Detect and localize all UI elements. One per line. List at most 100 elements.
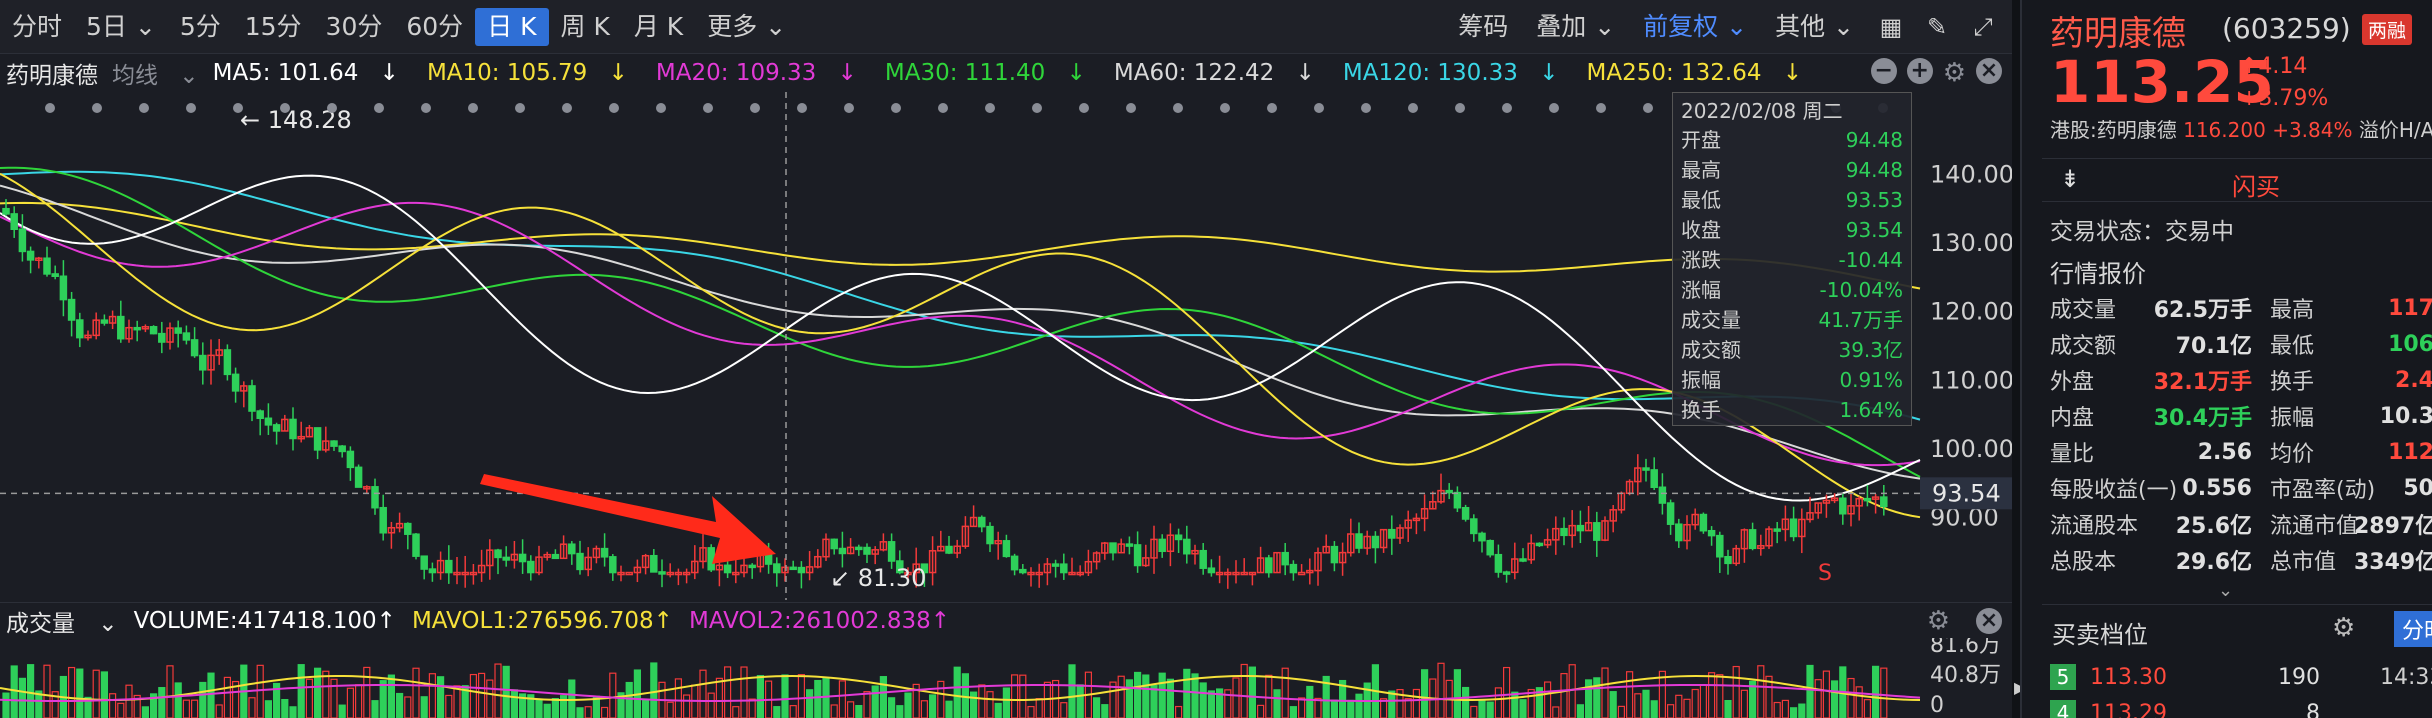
- quote-row: 每股收益(一) 0.556 市盈率(动) 50: [2050, 470, 2432, 506]
- draw-icon[interactable]: ✎: [1926, 12, 1948, 41]
- orderbook-row[interactable]: 5 113.30 190 14:33: [2050, 660, 2432, 694]
- overlay-button[interactable]: 叠加 ⌄: [1536, 11, 1616, 41]
- orderbook-gear-icon[interactable]: ⚙: [2332, 613, 2356, 643]
- candle-body: [1478, 532, 1486, 542]
- ma-line: [0, 166, 1921, 478]
- kline-chart[interactable]: 140.00130.00120.00110.00100.0090.0093.54…: [0, 92, 2012, 600]
- candle-body: [1248, 571, 1257, 576]
- candle-body: [1724, 556, 1732, 565]
- volume-bar: [1010, 674, 1019, 718]
- volume-bar: [1322, 675, 1330, 718]
- period-daily-k[interactable]: 日 K: [475, 7, 549, 46]
- candle-body: [1076, 571, 1084, 576]
- tooltip-key: 最高: [1681, 158, 1721, 182]
- orderbook-time: 14:33: [2380, 664, 2432, 690]
- gear-icon[interactable]: ⚙: [1942, 58, 1966, 88]
- volume-bar: [1798, 703, 1806, 718]
- candle-body: [166, 327, 174, 343]
- volume-bar: [108, 693, 117, 718]
- period-weekly-k[interactable]: 周 K: [560, 11, 610, 41]
- candle-body: [805, 566, 814, 574]
- plus-icon[interactable]: +: [1906, 58, 1933, 84]
- expand-chevron-icon[interactable]: ⌄: [2218, 580, 2234, 601]
- period-monthly-k[interactable]: 月 K: [633, 11, 684, 41]
- volume-bar: [1847, 677, 1855, 718]
- volume-bar: [1388, 690, 1396, 718]
- fullscreen-icon[interactable]: ⤢: [1973, 12, 1993, 41]
- volume-bar: [600, 706, 609, 718]
- quote-value: 2897亿: [2354, 514, 2432, 539]
- period-60min[interactable]: 60分: [406, 11, 464, 41]
- ma-mode-select[interactable]: 均线 ⌄: [112, 63, 199, 89]
- candle-body: [1470, 518, 1478, 535]
- candle-body: [215, 349, 223, 357]
- candle-body: [920, 563, 929, 574]
- quote-key: 量比: [2050, 442, 2095, 467]
- tooltip-key: 涨跌: [1681, 248, 1721, 272]
- quote-key: 内盘: [2050, 406, 2095, 431]
- volume-title[interactable]: 成交量 ⌄: [6, 610, 118, 637]
- candle-body: [1773, 528, 1781, 532]
- other-button[interactable]: 其他 ⌄: [1775, 11, 1854, 41]
- tooltip-row: 成交量 41.7万手: [1681, 305, 1903, 335]
- period-15min[interactable]: 15分: [244, 11, 302, 41]
- expand-icon[interactable]: ⇟: [2060, 165, 2081, 193]
- volume-bar: [1109, 681, 1117, 718]
- volume-bar: [379, 680, 387, 718]
- crosshair-price-label: 93.54: [1932, 479, 2001, 507]
- volume-bar: [1133, 671, 1142, 718]
- volume-bar: [322, 670, 330, 718]
- volume-bar: [1650, 700, 1658, 718]
- candle-body: [1166, 534, 1175, 553]
- quote-key: 流通股本: [2050, 514, 2139, 539]
- tooltip-row: 换手 1.64%: [1681, 395, 1903, 425]
- flash-buy-button[interactable]: 闪买: [2232, 173, 2280, 201]
- stock-code: (603259): [2222, 12, 2351, 45]
- quote-row: 内盘 30.4万手 振幅 10.3: [2050, 398, 2432, 434]
- period-5min[interactable]: 5分: [179, 11, 221, 41]
- volume-bar: [1461, 686, 1470, 718]
- minus-icon[interactable]: −: [1870, 58, 1897, 84]
- adjust-button[interactable]: 前复权 ⌄: [1643, 11, 1748, 41]
- volume-chart[interactable]: 81.6万 40.8万 0: [0, 638, 2012, 718]
- period-5day[interactable]: 5日 ⌄: [86, 11, 156, 41]
- volume-close-icon[interactable]: ×: [1976, 607, 2002, 634]
- close-icon[interactable]: ×: [1976, 58, 2002, 84]
- volume-bar: [100, 671, 109, 718]
- grid-icon[interactable]: ▦: [1879, 12, 1903, 41]
- volume-bar: [781, 674, 789, 718]
- candle-body: [256, 410, 264, 420]
- volume-bar: [1806, 664, 1814, 718]
- tooltip-value: -10.44: [1838, 248, 1903, 272]
- candle-body: [855, 546, 863, 551]
- orderbook-row[interactable]: 4 113.29 8: [2050, 696, 2380, 718]
- quote-value: 3349亿: [2354, 550, 2432, 575]
- ma20-label: MA20: 109.33 ↓: [655, 60, 857, 86]
- volume-bar: [1404, 698, 1412, 718]
- event-dot: [1643, 103, 1653, 113]
- volume-bar: [1076, 684, 1084, 718]
- volume-tick-label: 81.6万: [1930, 638, 2001, 658]
- volume-gear-icon[interactable]: ⚙: [1926, 605, 1950, 636]
- volume-bar: [264, 700, 272, 718]
- candle-body: [674, 571, 683, 576]
- candle-body: [231, 373, 240, 392]
- panel-divider[interactable]: [2012, 0, 2020, 718]
- event-dot: [233, 103, 243, 113]
- volume-bar: [732, 706, 740, 718]
- candle-body: [1010, 555, 1019, 571]
- candle-body: [846, 546, 855, 555]
- period-fenshi[interactable]: 分时: [12, 11, 63, 41]
- period-more[interactable]: 更多 ⌄: [707, 11, 787, 41]
- quote-key: 外盘: [2050, 370, 2095, 395]
- volume-bar: [641, 699, 650, 718]
- tooltip-key: 涨幅: [1681, 278, 1721, 302]
- quote-value: 62.5万手: [2153, 298, 2252, 323]
- tab-ticks[interactable]: 分时成交: [2394, 611, 2432, 647]
- period-30min[interactable]: 30分: [325, 11, 383, 41]
- event-dot: [468, 103, 478, 113]
- volume-bar: [199, 681, 207, 718]
- chip-button[interactable]: 筹码: [1458, 11, 1509, 41]
- quote-value: 0.556: [2182, 475, 2252, 501]
- candle-body: [1281, 551, 1289, 566]
